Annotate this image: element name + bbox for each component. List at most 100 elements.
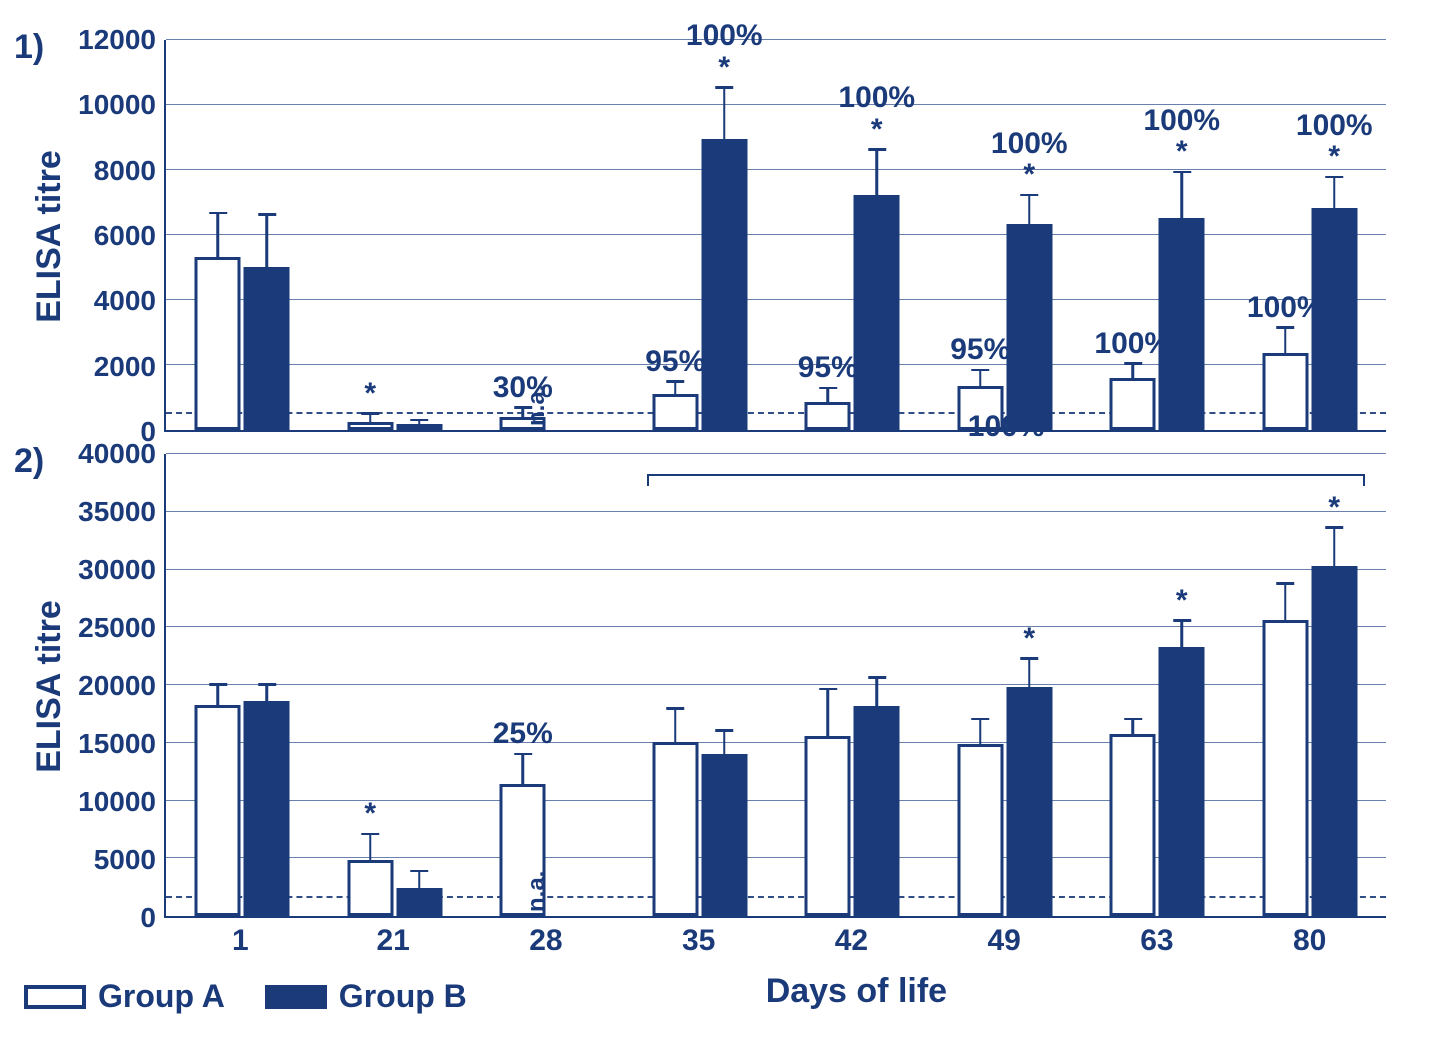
legend-text: Group B: [339, 978, 467, 1015]
bar-group: *: [319, 454, 472, 916]
bar-group: [166, 40, 319, 430]
significance-star: *: [1328, 141, 1340, 173]
x-tick: 28: [470, 918, 623, 968]
annotation-stack: 100%*: [1296, 110, 1373, 173]
y-tick: 10000: [78, 786, 156, 818]
bar-pair: *: [957, 687, 1052, 916]
significance-star: *: [1023, 623, 1035, 655]
y-tick: 35000: [78, 496, 156, 528]
error-bar: [979, 370, 982, 386]
error-bar: [1028, 195, 1031, 224]
y-tick: 0: [140, 902, 156, 934]
error-bar: [674, 708, 677, 742]
bar-a: *: [347, 422, 393, 430]
bar-pair: 25%n.a.: [500, 784, 595, 916]
legend: Group AGroup B: [24, 978, 467, 1015]
bar-rect: [957, 744, 1003, 916]
bar-a: [957, 744, 1003, 916]
bar-a: 100%: [1262, 353, 1308, 430]
bar-group: 100%100%*: [1234, 40, 1387, 430]
error-bar: [266, 214, 269, 266]
plot-area: *25%n.a.***100%: [164, 454, 1386, 918]
bar-pair: 95%100%*: [957, 224, 1052, 430]
bar-b: [396, 888, 442, 916]
annotation-stack: 100%*: [838, 82, 915, 145]
percent-label: 100%: [686, 20, 763, 52]
bar-rect: [1006, 224, 1052, 430]
bar-b: *: [1159, 647, 1205, 916]
bar-b: [396, 424, 442, 430]
error-bar: [369, 413, 372, 421]
annotation-stack: 95%: [950, 334, 1010, 366]
y-axis-label: ELISA titre: [30, 600, 69, 773]
error-bar: [1284, 327, 1287, 353]
bar-pair: [195, 701, 290, 916]
bar-b: n.a.: [549, 912, 595, 916]
error-bar: [418, 871, 421, 888]
error-bar: [217, 213, 220, 257]
x-tick: 35: [622, 918, 775, 968]
y-tick: 12000: [78, 24, 156, 56]
bar-pair: 95%100%*: [805, 195, 900, 430]
bar-pair: 100%100%*: [1262, 208, 1357, 430]
bar-pair: [805, 706, 900, 916]
x-tick: 49: [928, 918, 1081, 968]
error-bar: [723, 87, 726, 139]
x-axis-label: Days of life: [467, 972, 1386, 1011]
y-ticks: 0500010000150002000025000300003500040000: [78, 454, 164, 918]
annotation-stack: *: [1176, 585, 1188, 617]
panel-1: 1)ELISA titre020004000600080001000012000…: [20, 40, 1386, 432]
error-bar: [1284, 583, 1287, 620]
percent-label: 100%: [991, 128, 1068, 160]
bar-b: 100%*: [701, 139, 747, 430]
bar-pair: 95%100%*: [652, 139, 747, 430]
plot-area: *30%n.a.95%100%*95%100%*95%100%*100%100%…: [164, 40, 1386, 432]
y-axis-label-wrap: ELISA titre: [20, 40, 78, 432]
percent-label: 25%: [493, 718, 553, 750]
bar-group: *: [1081, 454, 1234, 916]
bar-rect: [347, 860, 393, 916]
bar-groups: * 25% n.a. * * *: [166, 454, 1386, 916]
annotation-stack: 100%*: [991, 128, 1068, 191]
bar-rect: [652, 742, 698, 916]
bar-b: *: [1006, 687, 1052, 916]
panel-number: 2): [14, 442, 44, 481]
percent-label: 100%: [1296, 110, 1373, 142]
bar-group: 25% n.a.: [471, 454, 624, 916]
significance-star: *: [1023, 159, 1035, 191]
annotation-stack: 95%: [645, 346, 705, 378]
y-tick: 5000: [94, 844, 156, 876]
bar-rect: [1262, 353, 1308, 430]
y-tick: 10000: [78, 89, 156, 121]
bar-b: 100%*: [1159, 218, 1205, 430]
error-bar: [1132, 363, 1135, 378]
error-bar: [1181, 172, 1184, 218]
error-bar: [1132, 719, 1135, 734]
bar-rect: [396, 888, 442, 916]
bar-a: 95%: [805, 402, 851, 430]
bar-rect: [652, 394, 698, 430]
panel-number: 1): [14, 28, 44, 67]
bar-a: [652, 742, 698, 916]
bar-rect: [244, 701, 290, 916]
error-bar: [217, 684, 220, 705]
bar-rect: [854, 706, 900, 916]
percent-label: 95%: [950, 334, 1010, 366]
significance-star: *: [1176, 585, 1188, 617]
y-tick: 20000: [78, 670, 156, 702]
error-bar: [1333, 177, 1336, 208]
annotation-stack: 95%: [798, 352, 858, 384]
bar-rect: [347, 422, 393, 430]
error-bar: [876, 677, 879, 706]
na-label: n.a.: [523, 385, 551, 426]
legend-swatch: [265, 985, 327, 1009]
bar-pair: 100%100%*: [1110, 218, 1205, 430]
error-bar: [1028, 658, 1031, 687]
bar-b: *: [1311, 566, 1357, 916]
annotation-stack: *: [364, 378, 376, 410]
bar-a: 95%: [652, 394, 698, 430]
y-tick: 40000: [78, 438, 156, 470]
bar-pair: 30%n.a.: [500, 417, 595, 430]
bar-b: [701, 754, 747, 916]
bar-pair: *: [347, 860, 442, 916]
